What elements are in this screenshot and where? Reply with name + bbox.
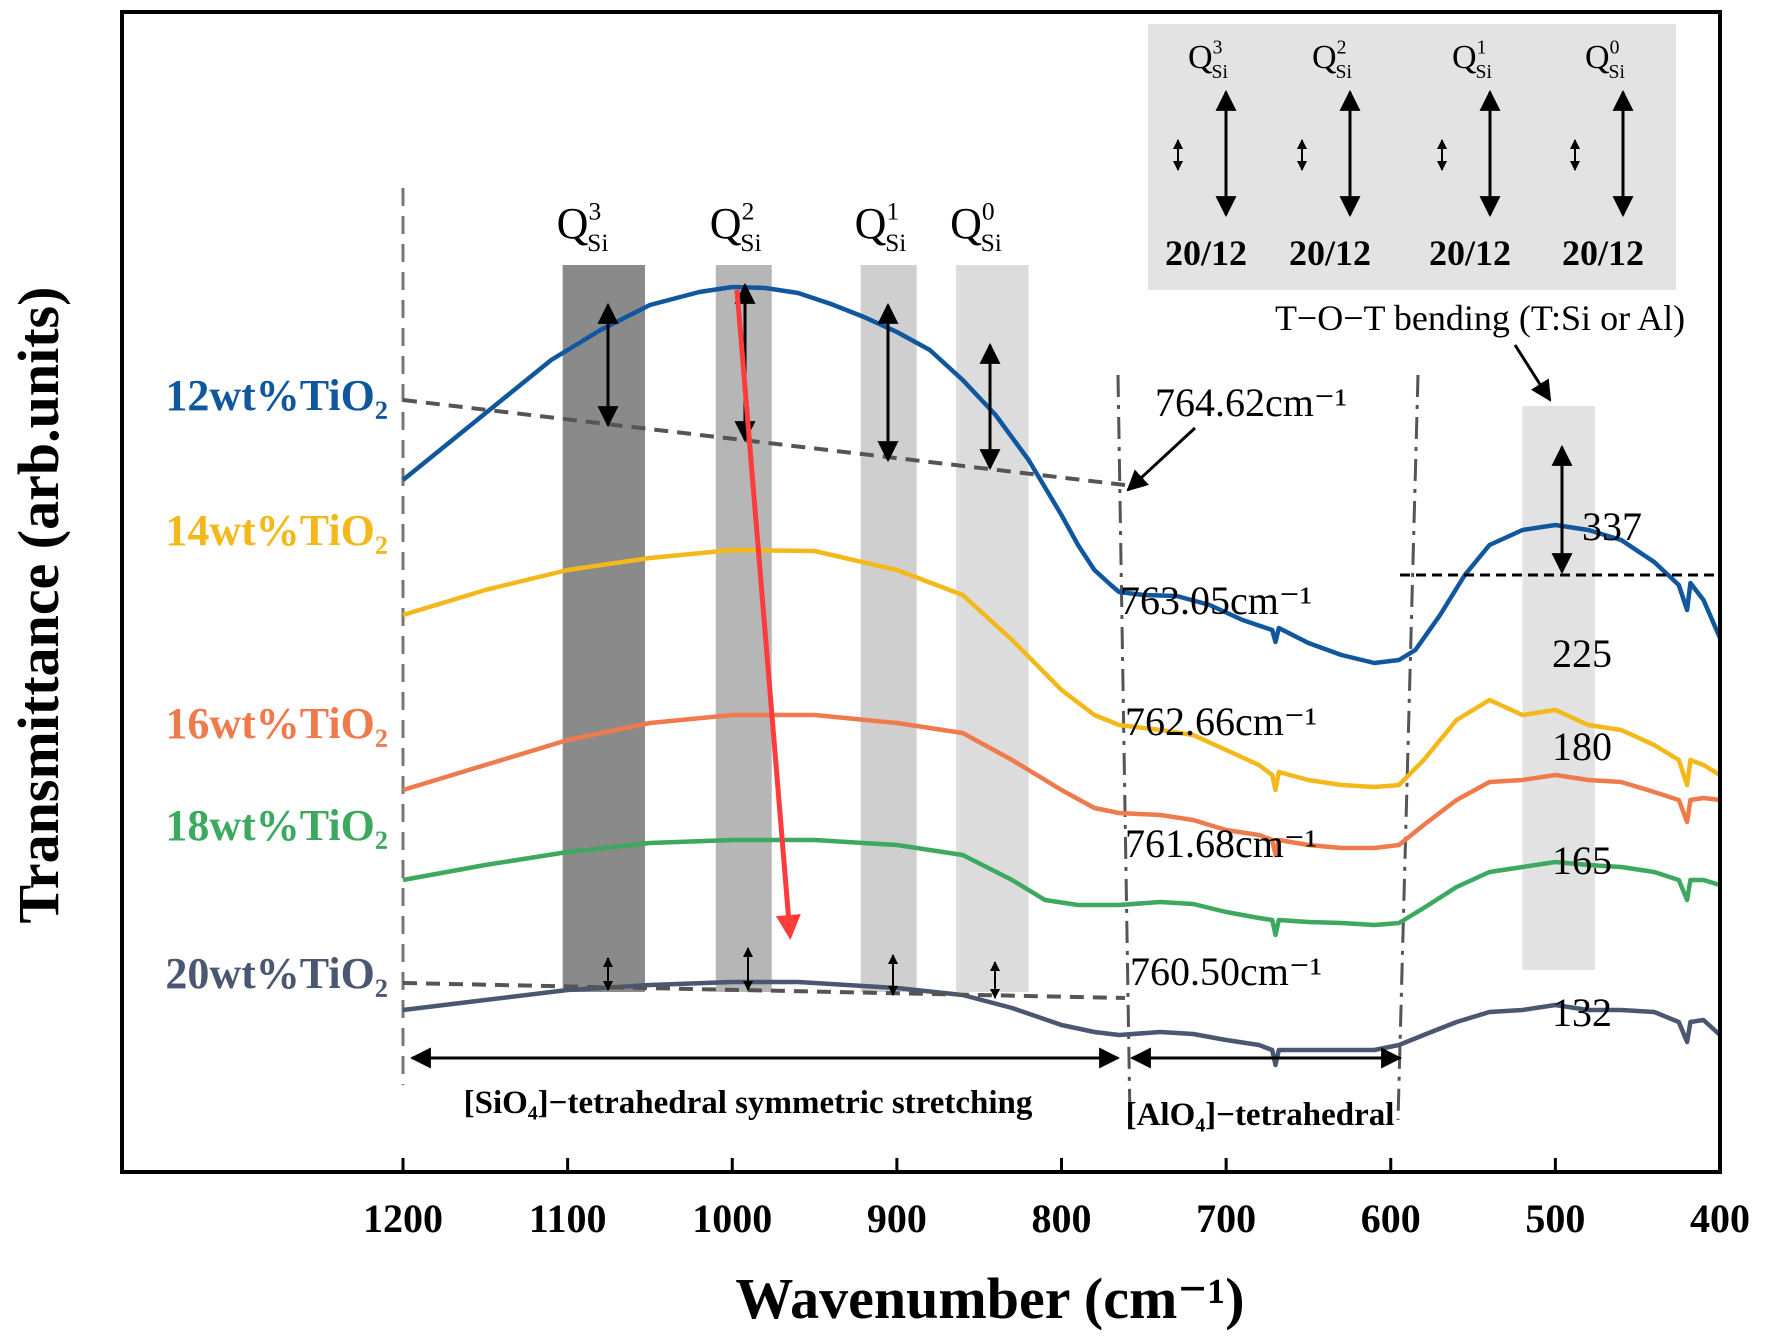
annotations: 764.62cm⁻¹ 763.05cm⁻¹ 762.66cm⁻¹ 761.68cm⁻¹…: [402, 282, 1720, 1133]
guide-right-dashdot: [1396, 374, 1420, 1121]
x-tick-label-400: 400: [1690, 1196, 1750, 1241]
series-label-2: 14wt%TiO₂: [165, 506, 388, 555]
trend-arrow: [734, 289, 801, 940]
series-label-5: 20wt%TiO₂: [165, 949, 388, 998]
sio4-region-label: [SiO₄]−tetrahedral symmetric stretching: [464, 1085, 1033, 1121]
q-species-bands: Q3 Si Q2 Si Q1 Si Q0 Si: [557, 197, 1595, 992]
guide-left-dashdot: [1116, 374, 1132, 1121]
x-tick-label-500: 500: [1525, 1196, 1585, 1241]
baseline-12wt: [402, 398, 1126, 487]
inset-ratio-4: 20/12: [1562, 233, 1644, 273]
tot-pointer: [1513, 344, 1552, 402]
alo4-region-label: [AlO₄]−tetrahedral: [1126, 1097, 1395, 1133]
peak-label-3: 762.66cm⁻¹: [1125, 699, 1317, 744]
series-line-2: [402, 547, 1722, 793]
peak-label-1: 764.62cm⁻¹: [1155, 380, 1347, 425]
tot-value-3: 180: [1552, 724, 1612, 769]
band-label-3: Q1 Si: [855, 197, 907, 258]
peak-pointer: [1126, 426, 1197, 492]
x-tick-label-600: 600: [1361, 1196, 1421, 1241]
tot-bending-label: T−O−T bending (T:Si or Al): [1275, 298, 1685, 338]
band-1: [562, 265, 645, 992]
x-axis-ticks: 1200 1100 1000 900 800 700 600 500 400: [363, 1158, 1750, 1241]
tot-value-4: 165: [1552, 838, 1612, 883]
inset-q-label-4: Q0 Si: [1585, 37, 1625, 83]
q-ratio-inset: Q3 Si 20/12 Q2 Si 20/12 Q1 Si 20/12 Q0 Si 20/12: [1148, 24, 1676, 290]
series-label-1: 12wt%TiO₂: [165, 371, 388, 420]
x-tick-label-700: 700: [1196, 1196, 1256, 1241]
inset-q-label-2: Q2 Si: [1312, 37, 1352, 83]
tot-value-2: 225: [1552, 631, 1612, 676]
band-label-1: Q3 Si: [557, 197, 609, 258]
peak-label-4: 761.68cm⁻¹: [1125, 821, 1317, 866]
band-5: [1522, 406, 1595, 970]
inset-q-label-1: Q3 Si: [1188, 37, 1228, 83]
x-tick-label-1100: 1100: [529, 1196, 607, 1241]
inset-ratio-2: 20/12: [1289, 233, 1371, 273]
x-tick-label-1200: 1200: [363, 1196, 443, 1241]
region-guides: [401, 188, 1420, 1121]
x-tick-label-800: 800: [1032, 1196, 1092, 1241]
series-line-5: [402, 979, 1722, 1068]
tot-value-1: 337: [1582, 504, 1642, 549]
series-label-4: 18wt%TiO₂: [165, 801, 388, 850]
baseline-20wt: [402, 981, 1126, 1000]
band-label-4: Q0 Si: [950, 197, 1002, 258]
tot-value-5: 132: [1552, 990, 1612, 1035]
x-axis-title: Wavenumber (cm⁻¹): [735, 1266, 1244, 1331]
series-line-4: [402, 837, 1721, 938]
series-label-3: 16wt%TiO₂: [165, 699, 388, 748]
inset-ratio-1: 20/12: [1165, 233, 1247, 273]
inset-q-label-3: Q1 Si: [1452, 37, 1492, 83]
y-axis-title: Transmittance (arb.units): [6, 287, 71, 924]
x-tick-label-900: 900: [867, 1196, 927, 1241]
peak-label-2: 763.05cm⁻¹: [1120, 578, 1312, 623]
x-tick-label-1000: 1000: [692, 1196, 772, 1241]
band-label-2: Q2 Si: [710, 197, 762, 258]
peak-label-5: 760.50cm⁻¹: [1130, 949, 1322, 994]
series-line-3: [402, 712, 1721, 858]
inset-ratio-3: 20/12: [1429, 233, 1511, 273]
spectra-series: 12wt%TiO₂ 14wt%TiO₂ 16wt%TiO₂ 18wt%TiO₂ 20wt…: [165, 284, 1723, 1068]
plot-frame: [120, 10, 1722, 1174]
